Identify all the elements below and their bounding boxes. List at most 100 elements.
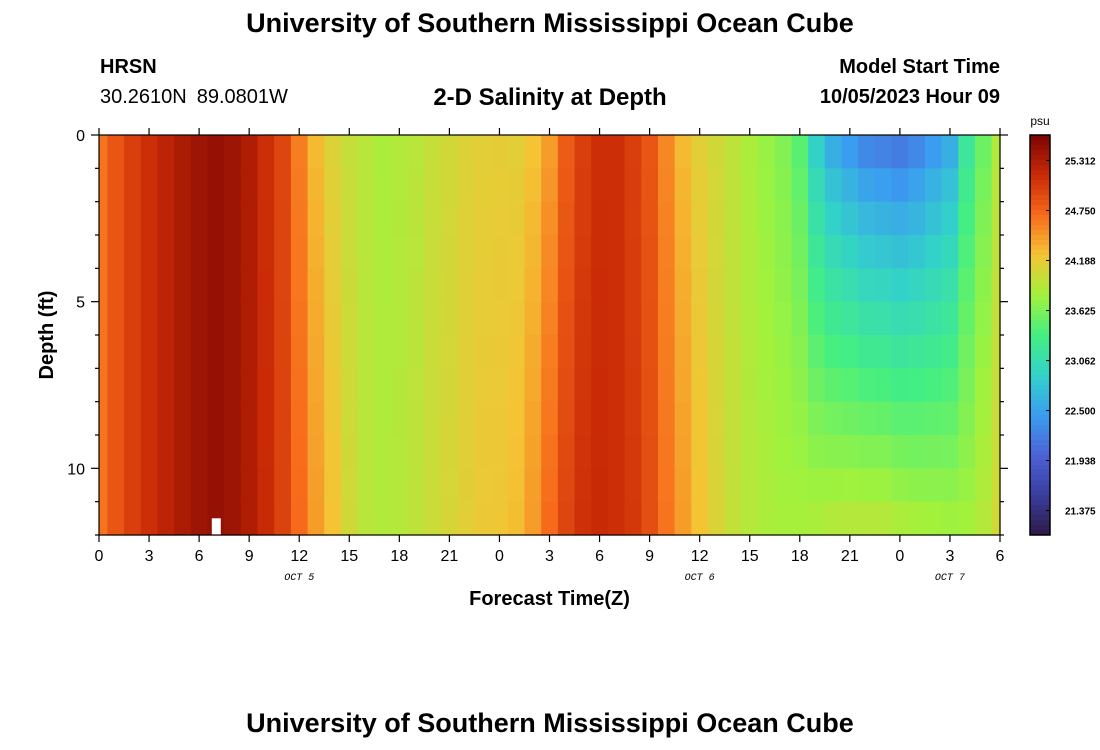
colorbar-segment [1030, 235, 1050, 241]
heatmap-cell [891, 368, 909, 403]
heatmap-cell [708, 135, 726, 169]
heatmap-cell [290, 401, 309, 436]
colorbar-segment [1030, 525, 1050, 531]
heatmap-cell [591, 268, 609, 303]
colorbar-segment [1030, 280, 1050, 286]
heatmap-cell [607, 401, 626, 436]
heatmap-cell [524, 468, 542, 503]
heatmap-cell [207, 235, 225, 269]
heatmap-cell [991, 268, 1001, 303]
heatmap-cell [674, 268, 692, 303]
date-label: OCT 5 [284, 573, 314, 584]
heatmap-cell [374, 168, 392, 203]
colorbar-segment [1030, 140, 1050, 146]
heatmap-cell [457, 235, 476, 269]
heatmap-cell [708, 335, 726, 369]
heatmap-cell [441, 235, 459, 269]
heatmap-cell [491, 168, 509, 203]
heatmap-cell [407, 401, 425, 436]
heatmap-cell [390, 335, 409, 369]
heatmap-cell [724, 335, 742, 369]
colorbar-segment [1030, 355, 1050, 361]
heatmap-cell [290, 501, 309, 536]
colorbar-frame [1029, 134, 1051, 536]
heatmap-cell [758, 135, 776, 169]
heatmap-cell [708, 435, 726, 469]
x-tick-label: 15 [741, 548, 759, 565]
heatmap-cell [441, 135, 459, 169]
heatmap-cell [641, 135, 659, 169]
heatmap-cell [924, 301, 943, 336]
heatmap-cell [691, 368, 709, 403]
heatmap-cell [724, 168, 742, 203]
heatmap-cell [491, 435, 509, 469]
heatmap-cell [774, 235, 793, 269]
heatmap-cell [657, 301, 676, 336]
heatmap-cell [424, 435, 442, 469]
heatmap-cell [457, 501, 476, 536]
heatmap-cell [240, 335, 259, 369]
heatmap-cell [474, 435, 492, 469]
heatmap-cell [491, 401, 509, 436]
heatmap-cell [974, 401, 993, 436]
heatmap-cell [891, 268, 909, 303]
heatmap-cell [641, 235, 659, 269]
heatmap-cell [340, 268, 359, 303]
heatmap-cell [841, 401, 859, 436]
colorbar-segment [1030, 150, 1050, 156]
heatmap-cell [891, 168, 909, 203]
heatmap-cell [708, 268, 726, 303]
heatmap-cell [407, 501, 425, 536]
heatmap-cell [99, 168, 108, 203]
heatmap-cell [607, 501, 626, 536]
heatmap-cell [808, 235, 826, 269]
heatmap-cell [424, 368, 442, 403]
heatmap-cell [107, 168, 125, 203]
heatmap-cell [474, 168, 492, 203]
heatmap-cell [307, 201, 325, 236]
heatmap-cell [808, 301, 826, 336]
heatmap-cell [424, 135, 442, 169]
heatmap-cell [457, 168, 476, 203]
heatmap-cell [307, 235, 325, 269]
heatmap-cell [741, 501, 759, 536]
heatmap-cell [257, 335, 275, 369]
colorbar-segment [1030, 240, 1050, 246]
heatmap-cell [874, 368, 893, 403]
heatmap-cell [841, 368, 859, 403]
marker-layer [211, 518, 221, 535]
heatmap-cell [724, 135, 742, 169]
heatmap-cell [574, 168, 592, 203]
colorbar-segment [1030, 435, 1050, 441]
heatmap-cell [240, 135, 259, 169]
heatmap-cell [407, 235, 425, 269]
heatmap-cell [507, 468, 526, 503]
heatmap-cell [99, 335, 108, 369]
colorbar-segment [1030, 505, 1050, 511]
heatmap-cell [374, 301, 392, 336]
heatmap-cell [190, 335, 209, 369]
heatmap-cell [174, 301, 192, 336]
heatmap-cell [340, 335, 359, 369]
heatmap-cell [107, 301, 125, 336]
heatmap-cell [808, 501, 826, 536]
heatmap-cell [357, 435, 375, 469]
colorbar-segment [1030, 375, 1050, 381]
heatmap-cell [974, 335, 993, 369]
heatmap-cell [390, 201, 409, 236]
heatmap-cell [758, 168, 776, 203]
heatmap-cell [407, 201, 425, 236]
heatmap-cell [991, 435, 1001, 469]
heatmap-cell [674, 335, 692, 369]
heatmap-cell [924, 468, 943, 503]
heatmap-cell [974, 501, 993, 536]
heatmap-cell [240, 401, 259, 436]
heatmap-cell [958, 368, 976, 403]
heatmap-cell [441, 268, 459, 303]
heatmap-cell [941, 435, 959, 469]
colorbar-segment [1030, 310, 1050, 316]
heatmap-cell [841, 135, 859, 169]
heatmap-cell [190, 135, 209, 169]
heatmap-cell [791, 301, 809, 336]
colorbar-segment [1030, 320, 1050, 326]
